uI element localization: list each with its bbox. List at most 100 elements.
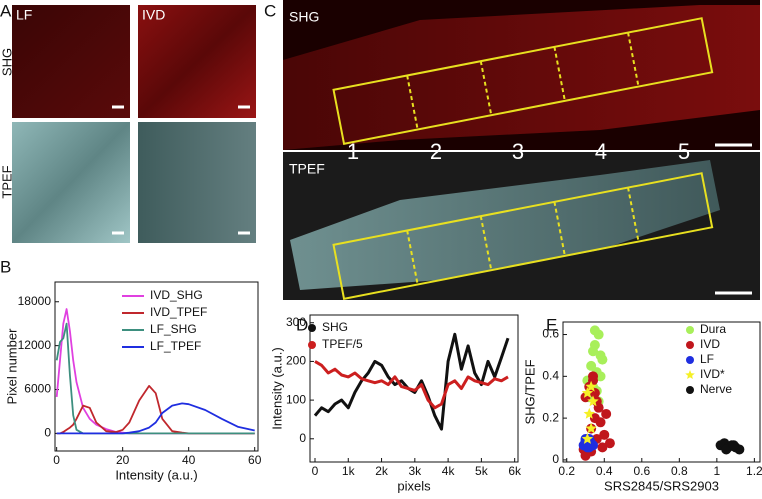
point xyxy=(728,440,739,451)
image xyxy=(138,122,256,243)
x-tick-label: 1.2 xyxy=(746,464,762,478)
x-axis-label: Intensity (a.u.) xyxy=(115,467,197,482)
point xyxy=(721,444,732,455)
y-axis-label: Intensity (a.u.) xyxy=(269,347,284,429)
x-tick-label: 2k xyxy=(375,464,389,478)
series-line xyxy=(314,360,509,410)
x-tick-label: 0.6 xyxy=(633,464,650,478)
panel-label: A xyxy=(0,1,12,20)
image-label: TPEF xyxy=(289,161,325,177)
legend-label: IVD_SHG xyxy=(150,288,203,302)
y-tick-label: 200 xyxy=(286,354,306,368)
point xyxy=(599,429,610,440)
y-tick-label: 6000 xyxy=(24,382,51,396)
plot-frame xyxy=(309,314,519,463)
region-label: 4 xyxy=(595,139,607,164)
legend-label: IVD xyxy=(700,337,720,351)
point xyxy=(589,325,600,336)
x-tick-label: 4k xyxy=(442,464,456,478)
legend-swatch xyxy=(308,324,316,332)
image-label: LF xyxy=(16,7,32,23)
roi xyxy=(332,17,714,145)
legend-label: Dura xyxy=(700,322,726,336)
y-tick-label: 0 xyxy=(44,426,51,440)
point xyxy=(589,388,600,399)
y-tick-label: 0.4 xyxy=(542,369,559,383)
y-axis-label: SHG/TPEF xyxy=(522,359,537,424)
roi xyxy=(332,172,714,300)
region-label: 3 xyxy=(512,139,524,164)
tissue xyxy=(283,5,760,150)
legend-label: TPEF/5 xyxy=(322,337,363,351)
plot-frame xyxy=(54,281,259,452)
legend-label: LF xyxy=(700,352,714,366)
plot-frame xyxy=(562,321,761,463)
point xyxy=(586,360,597,371)
point xyxy=(597,354,608,365)
point xyxy=(588,371,599,382)
point xyxy=(597,442,608,453)
region-label: 1 xyxy=(347,139,359,164)
point xyxy=(585,380,597,392)
x-tick-label: 5k xyxy=(475,464,489,478)
x-tick-label: 0.2 xyxy=(558,464,575,478)
y-axis-label: Pixel number xyxy=(4,328,19,405)
x-tick-label: 60 xyxy=(248,453,262,467)
x-tick-label: 1 xyxy=(714,464,721,478)
y-tick-label: 0 xyxy=(552,452,559,466)
point xyxy=(595,371,606,382)
panel-label: E xyxy=(546,315,557,334)
panel-a-images xyxy=(12,5,256,243)
series-line xyxy=(56,385,255,435)
x-axis-label: pixels xyxy=(397,478,431,493)
point xyxy=(581,387,594,398)
x-tick-label: 6k xyxy=(508,464,522,478)
panel-c-images xyxy=(283,0,760,300)
point xyxy=(585,422,597,434)
legend-swatch xyxy=(686,356,694,364)
y-tick-label: 300 xyxy=(286,315,306,329)
region-label: 2 xyxy=(430,139,442,164)
x-tick-label: 20 xyxy=(116,453,130,467)
x-tick-label: 0 xyxy=(312,464,319,478)
image xyxy=(12,5,130,118)
x-tick-label: 0 xyxy=(53,453,60,467)
point xyxy=(604,438,615,449)
row-label: TPEF xyxy=(0,165,14,198)
y-tick-label: 12000 xyxy=(18,338,52,352)
y-tick-label: 0 xyxy=(299,431,306,445)
y-tick-label: 0.6 xyxy=(542,327,559,341)
legend-label: LF_SHG xyxy=(150,322,197,336)
panel-label: B xyxy=(0,257,11,276)
x-tick-label: 0.8 xyxy=(671,464,688,478)
legend-swatch xyxy=(686,326,694,334)
image-label: SHG xyxy=(289,9,319,25)
panel-label: D xyxy=(296,315,308,334)
x-tick-label: 0.4 xyxy=(596,464,613,478)
region-label: 5 xyxy=(678,139,690,164)
image-label: IVD xyxy=(142,7,165,23)
x-tick-label: 1k xyxy=(342,464,356,478)
image xyxy=(138,5,256,118)
x-tick-label: 3k xyxy=(408,464,422,478)
point xyxy=(595,417,606,428)
y-tick-label: 0.2 xyxy=(542,410,559,424)
legend-swatch xyxy=(686,341,694,349)
legend-label: Nerve xyxy=(700,382,732,396)
y-tick-label: 18000 xyxy=(18,294,52,308)
point xyxy=(588,346,599,357)
panel-label: C xyxy=(264,1,276,20)
legend-swatch xyxy=(308,341,316,349)
legend-swatch xyxy=(686,386,694,394)
point xyxy=(581,433,594,444)
series-line xyxy=(56,402,255,435)
point xyxy=(587,395,599,407)
legend-swatch xyxy=(685,370,695,379)
legend-label: IVD* xyxy=(700,367,725,381)
legend-label: IVD_TPEF xyxy=(150,305,207,319)
tissue xyxy=(290,160,720,290)
y-tick-label: 100 xyxy=(286,392,306,406)
point xyxy=(583,407,595,419)
